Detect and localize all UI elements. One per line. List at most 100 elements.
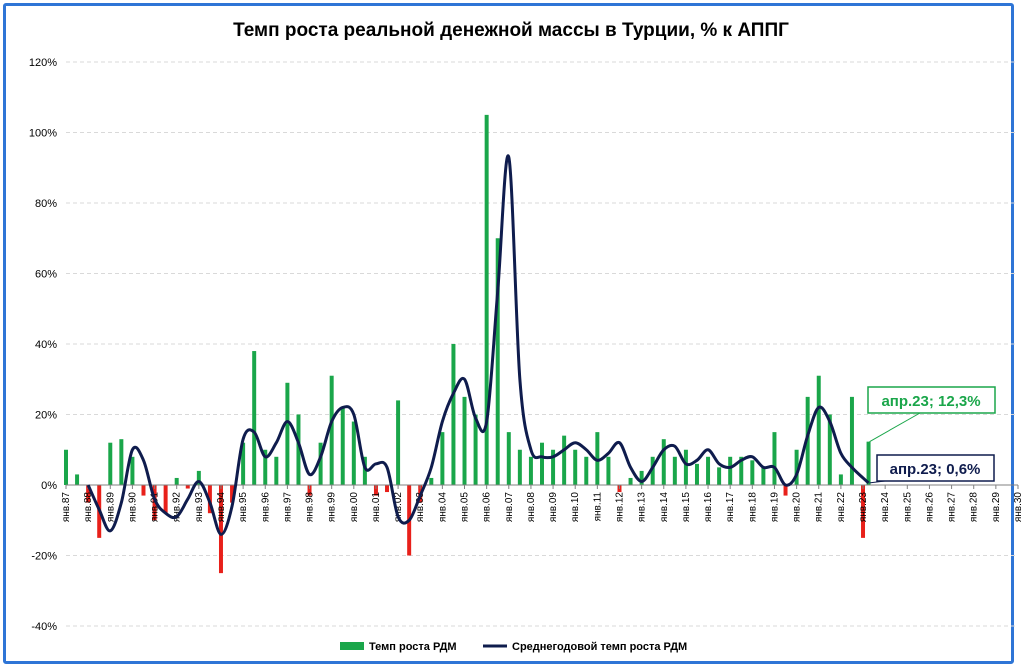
bar [761,467,766,485]
bar [772,432,777,485]
callout-bar-text: апр.23; 12,3% [881,393,980,410]
bar [351,421,356,485]
callout-bar-box [867,386,996,414]
bar [174,477,179,485]
bar [650,456,655,485]
bar [385,485,390,493]
y-tick-label: 100% [29,128,57,140]
bar [263,449,268,485]
bar [562,435,567,485]
bar [396,400,401,485]
bar [639,470,644,485]
y-tick-label: 60% [35,269,57,281]
x-tick-label: янв.98 [305,492,316,523]
x-tick-label: янв.28 [969,492,980,523]
bar [595,432,600,485]
x-axis-ticks: янв.87 янв.88 янв.89 янв.90 янв.91 янв.92 янв.… [61,485,1023,522]
x-tick-label: янв.13 [637,492,648,523]
bar [816,375,821,485]
x-tick-label: янв.03 [415,492,426,523]
bar [218,485,223,574]
bar [573,449,578,485]
x-tick-label: янв.27 [947,492,958,523]
x-tick-label: янв.18 [747,492,758,523]
y-tick-label: 0% [41,480,57,492]
x-tick-label: янв.23 [858,492,869,523]
bar [75,474,80,485]
bar [252,351,257,485]
x-tick-label: янв.30 [1013,492,1023,523]
x-tick-label: янв.17 [725,492,736,523]
y-tick-label: -40% [31,621,57,633]
bar [130,456,135,485]
x-tick-label: янв.90 [127,492,138,523]
y-tick-label: -20% [31,551,57,563]
legend-swatch-bars [340,642,364,650]
x-tick-label: янв.02 [393,492,404,523]
bar [750,460,755,485]
x-tick-label: янв.12 [614,492,625,523]
x-tick-label: янв.89 [105,492,116,523]
bar [462,396,467,485]
bar [783,485,788,496]
bar [108,442,113,485]
bar [506,432,511,485]
x-tick-label: янв.92 [172,492,183,523]
bar [484,114,489,485]
bar [373,485,378,496]
legend-label-line: Среднегодовой темп роста РДМ [512,641,687,653]
x-tick-label: янв.93 [194,492,205,523]
x-tick-label: янв.99 [327,492,338,523]
bar [706,456,711,485]
y-tick-label: 80% [35,198,57,210]
bar [340,407,345,485]
x-tick-label: янв.91 [150,492,161,523]
bar [440,432,445,485]
bar [64,449,68,485]
bar [163,485,168,514]
bar [473,414,478,485]
bar [728,456,733,485]
bar [540,442,544,485]
bar [849,396,854,485]
bar [307,485,312,496]
bar [517,449,522,485]
bar [241,442,246,485]
x-tick-label: янв.20 [792,492,803,523]
bar [606,456,611,485]
chart-frame [3,3,1014,664]
x-tick-label: янв.15 [681,492,692,523]
bar [86,485,91,503]
x-tick-label: янв.10 [570,492,581,523]
y-tick-label: 20% [35,410,57,422]
x-tick-label: янв.19 [769,492,780,523]
x-tick-label: янв.96 [260,492,271,523]
bar [152,485,157,521]
x-tick-label: янв.24 [880,492,891,523]
bar [196,470,201,485]
bars-series [64,114,871,574]
average-line [86,154,870,536]
callout-bar-last: апр.23; 12,3% [867,386,996,443]
bar [661,439,666,485]
legend: Темп роста РДМ Среднегодовой темп роста … [340,641,687,653]
legend-label-bars: Темп роста РДМ [369,641,457,653]
bar [861,485,866,538]
bar [429,477,434,485]
grid-lines [66,61,1018,627]
callout-line-text: апр.23; 0,6% [890,461,981,478]
bar [584,456,589,485]
callout-line-last: апр.23; 0,6% [869,454,995,484]
x-tick-label: янв.05 [460,492,471,523]
bar [628,477,633,485]
x-tick-label: янв.87 [61,492,72,523]
bar [329,375,334,485]
bar [827,414,832,485]
bar [551,449,556,485]
bar [141,485,146,496]
bar [285,382,290,485]
bar [119,439,124,485]
x-tick-label: янв.21 [814,492,825,523]
chart-title: Темп роста реальной денежной массы в Тур… [233,20,789,41]
bar [296,414,301,485]
